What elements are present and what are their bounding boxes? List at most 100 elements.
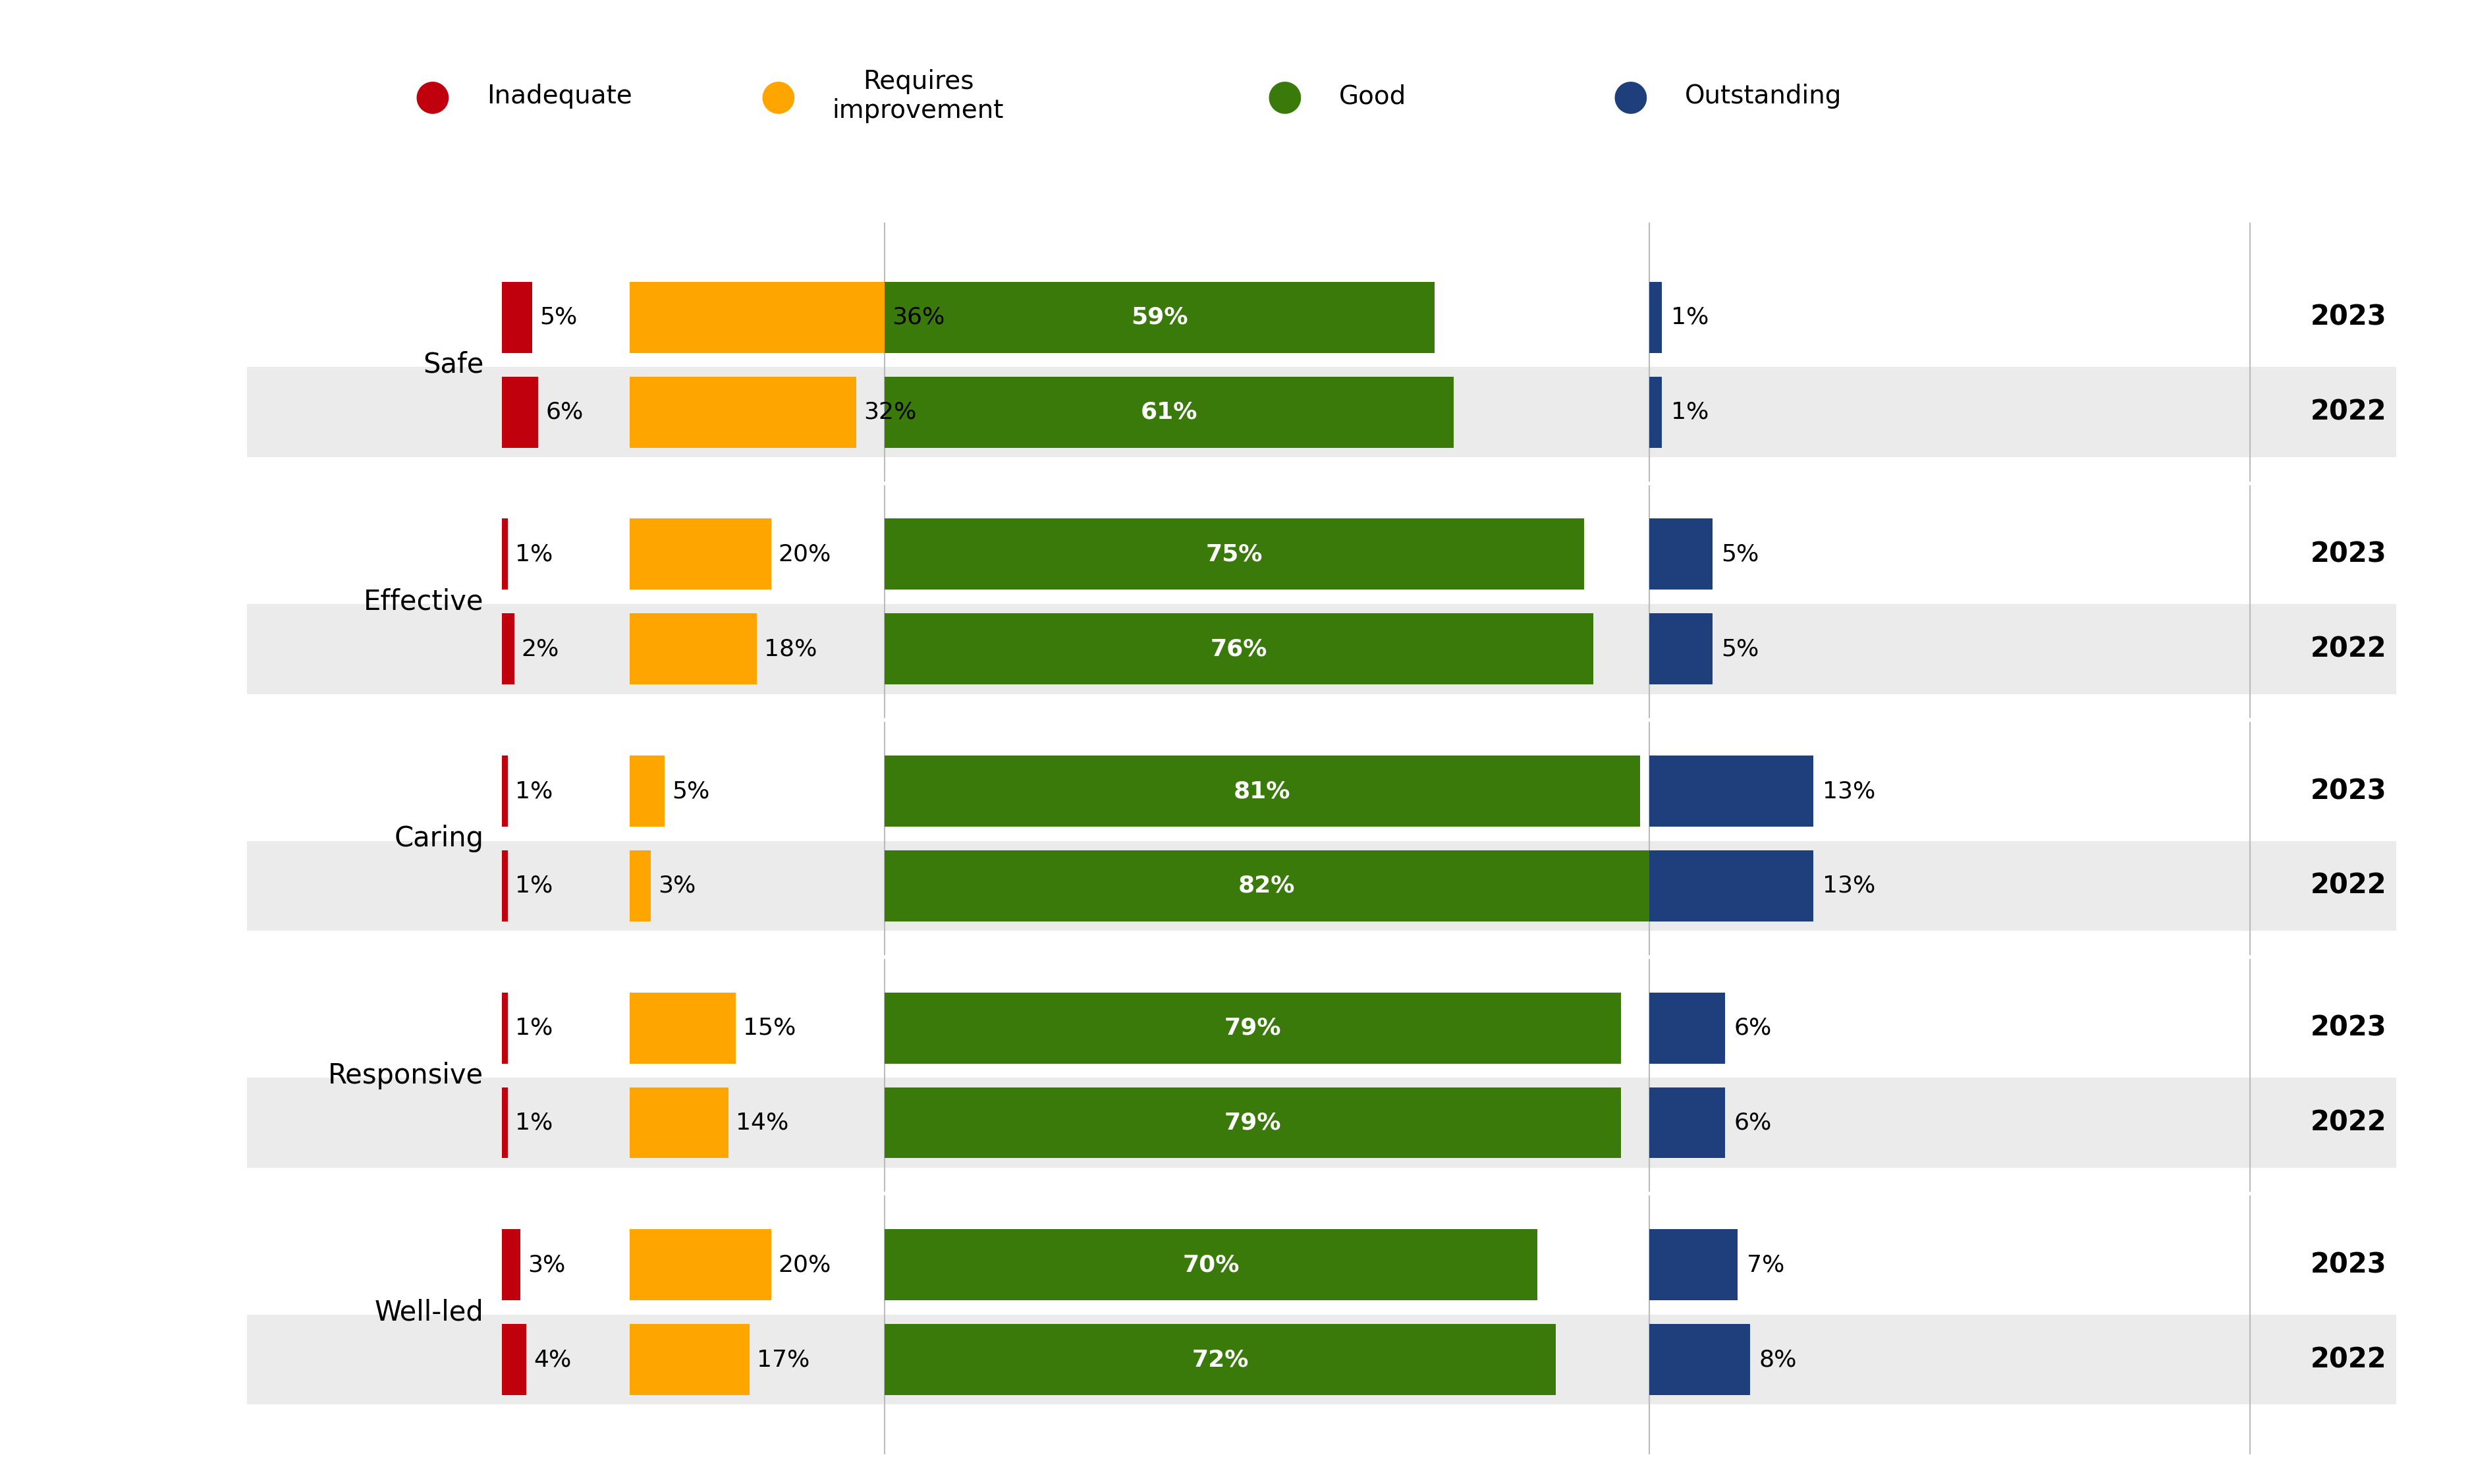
Text: 70%: 70% <box>1183 1254 1240 1276</box>
Bar <box>884 850 1650 922</box>
Bar <box>884 1088 1620 1158</box>
Bar <box>630 377 857 448</box>
Text: 4%: 4% <box>534 1349 571 1371</box>
Bar <box>247 841 2396 930</box>
Text: 15%: 15% <box>743 1017 795 1039</box>
Text: 20%: 20% <box>778 543 832 565</box>
Text: 6%: 6% <box>546 401 583 423</box>
Text: 2022: 2022 <box>2309 1346 2386 1373</box>
Bar <box>1650 755 1813 827</box>
Bar <box>247 367 2396 457</box>
Bar <box>630 850 650 922</box>
Bar <box>247 604 2396 695</box>
Text: ●: ● <box>761 76 795 117</box>
Text: 2%: 2% <box>521 638 558 660</box>
Bar <box>630 282 884 353</box>
Text: 76%: 76% <box>1210 638 1267 660</box>
Text: 79%: 79% <box>1225 1112 1282 1134</box>
Text: 1%: 1% <box>1672 401 1709 423</box>
Bar <box>501 377 538 448</box>
Bar <box>1650 1324 1751 1395</box>
Text: Caring: Caring <box>395 825 484 852</box>
Text: 17%: 17% <box>758 1349 810 1371</box>
Bar <box>1650 1229 1736 1300</box>
Text: 6%: 6% <box>1734 1017 1771 1039</box>
Text: Outstanding: Outstanding <box>1685 85 1843 108</box>
Bar <box>1650 519 1712 589</box>
Text: 1%: 1% <box>1672 306 1709 328</box>
Text: 2022: 2022 <box>2309 635 2386 663</box>
Text: ●: ● <box>1613 76 1647 117</box>
Bar <box>630 993 736 1064</box>
Text: 18%: 18% <box>763 638 818 660</box>
Text: 1%: 1% <box>516 874 553 896</box>
Bar <box>630 519 771 589</box>
Text: 2023: 2023 <box>2309 778 2386 804</box>
Bar <box>247 1220 2396 1310</box>
Bar <box>501 993 509 1064</box>
Text: 75%: 75% <box>1205 543 1262 565</box>
Bar <box>884 1229 1536 1300</box>
Text: 59%: 59% <box>1131 306 1188 328</box>
Bar <box>247 1077 2396 1168</box>
Text: 13%: 13% <box>1823 874 1875 896</box>
Bar <box>247 1315 2396 1404</box>
Text: 2023: 2023 <box>2309 1014 2386 1042</box>
Text: Inadequate: Inadequate <box>487 85 632 108</box>
Bar <box>1650 613 1712 684</box>
Bar <box>501 755 509 827</box>
Bar <box>247 509 2396 600</box>
Text: 1%: 1% <box>516 1017 553 1039</box>
Bar <box>884 519 1583 589</box>
Text: 81%: 81% <box>1233 781 1292 803</box>
Bar <box>1650 993 1724 1064</box>
Bar <box>884 282 1435 353</box>
Bar <box>884 377 1452 448</box>
Text: 5%: 5% <box>1722 638 1759 660</box>
Text: 13%: 13% <box>1823 781 1875 803</box>
Bar <box>501 282 534 353</box>
Text: Responsive: Responsive <box>329 1061 484 1089</box>
Bar <box>501 1229 521 1300</box>
Bar <box>501 850 509 922</box>
Bar <box>247 273 2396 362</box>
Text: 2023: 2023 <box>2309 304 2386 331</box>
Bar <box>884 993 1620 1064</box>
Bar <box>247 982 2396 1073</box>
Text: 72%: 72% <box>1191 1349 1250 1371</box>
Text: 5%: 5% <box>1722 543 1759 565</box>
Text: Safe: Safe <box>422 350 484 378</box>
Text: 2023: 2023 <box>2309 1251 2386 1279</box>
Bar <box>1650 377 1662 448</box>
Bar <box>247 746 2396 835</box>
Bar <box>884 755 1640 827</box>
Bar <box>884 1324 1556 1395</box>
Text: 1%: 1% <box>516 1112 553 1134</box>
Text: 2022: 2022 <box>2309 873 2386 899</box>
Text: 32%: 32% <box>864 401 916 423</box>
Text: 20%: 20% <box>778 1254 832 1276</box>
Text: Effective: Effective <box>363 588 484 616</box>
Text: ●: ● <box>415 76 450 117</box>
Bar <box>501 519 509 589</box>
Bar <box>630 613 756 684</box>
Bar <box>1650 850 1813 922</box>
Text: 1%: 1% <box>516 543 553 565</box>
Bar <box>630 1088 729 1158</box>
Text: Good: Good <box>1339 85 1405 108</box>
Text: 2023: 2023 <box>2309 540 2386 568</box>
Text: 5%: 5% <box>538 306 578 328</box>
Text: 8%: 8% <box>1759 1349 1798 1371</box>
Text: 3%: 3% <box>657 874 697 896</box>
Text: Well-led: Well-led <box>375 1298 484 1327</box>
Bar <box>630 1229 771 1300</box>
Text: 2022: 2022 <box>2309 1109 2386 1137</box>
Text: 79%: 79% <box>1225 1017 1282 1039</box>
Text: Requires
improvement: Requires improvement <box>832 70 1003 123</box>
Bar <box>884 613 1593 684</box>
Text: 14%: 14% <box>736 1112 788 1134</box>
Bar <box>630 755 664 827</box>
Bar <box>501 1324 526 1395</box>
Text: 61%: 61% <box>1141 401 1198 423</box>
Text: 36%: 36% <box>892 306 944 328</box>
